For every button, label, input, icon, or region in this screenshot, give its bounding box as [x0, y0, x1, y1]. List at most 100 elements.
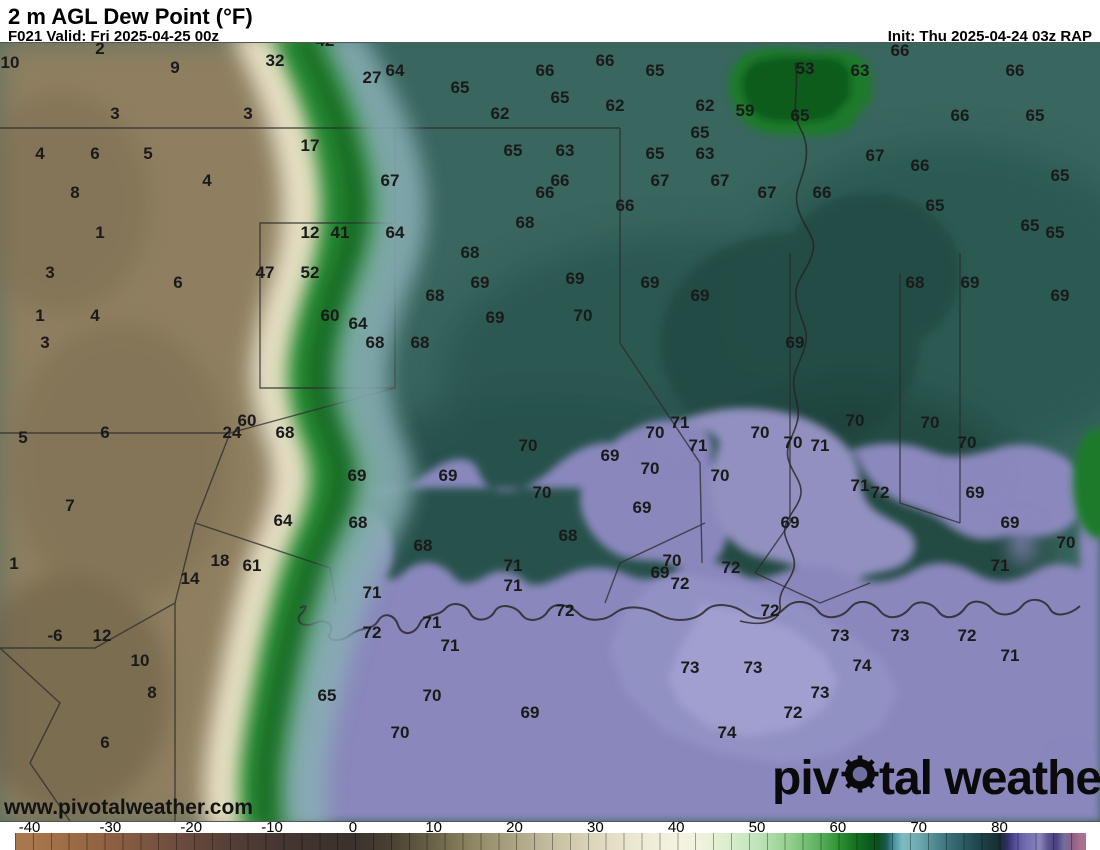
svg-text:3: 3: [110, 104, 119, 123]
svg-text:68: 68: [414, 536, 433, 555]
svg-text:69: 69: [566, 269, 585, 288]
svg-text:68: 68: [411, 333, 430, 352]
svg-text:6: 6: [100, 733, 109, 752]
svg-text:73: 73: [744, 658, 763, 677]
svg-text:65: 65: [1046, 223, 1065, 242]
svg-text:70: 70: [574, 306, 593, 325]
svg-text:71: 71: [689, 436, 708, 455]
svg-text:62: 62: [491, 104, 510, 123]
svg-text:14: 14: [181, 569, 200, 588]
svg-text:69: 69: [1001, 513, 1020, 532]
svg-text:65: 65: [1051, 166, 1070, 185]
svg-text:68: 68: [366, 333, 385, 352]
svg-text:70: 70: [784, 433, 803, 452]
svg-text:70: 70: [663, 551, 682, 570]
svg-text:70: 70: [646, 423, 665, 442]
svg-text:71: 71: [423, 613, 442, 632]
svg-text:27: 27: [363, 68, 382, 87]
svg-text:66: 66: [536, 183, 555, 202]
svg-text:47: 47: [256, 263, 275, 282]
svg-text:3: 3: [40, 333, 49, 352]
svg-text:71: 71: [1001, 646, 1020, 665]
svg-text:72: 72: [556, 601, 575, 620]
svg-text:4: 4: [35, 144, 45, 163]
svg-text:3: 3: [243, 104, 252, 123]
svg-text:65: 65: [691, 123, 710, 142]
svg-text:69: 69: [601, 446, 620, 465]
svg-text:67: 67: [866, 146, 885, 165]
svg-text:17: 17: [301, 136, 320, 155]
svg-text:42: 42: [316, 42, 335, 50]
svg-text:70: 70: [958, 433, 977, 452]
svg-text:71: 71: [363, 583, 382, 602]
svg-text:71: 71: [441, 636, 460, 655]
svg-text:68: 68: [426, 286, 445, 305]
svg-text:72: 72: [784, 703, 803, 722]
svg-text:68: 68: [906, 273, 925, 292]
svg-text:tal weather: tal weather: [879, 752, 1100, 805]
svg-text:65: 65: [504, 141, 523, 160]
svg-text:62: 62: [696, 96, 715, 115]
svg-text:piv: piv: [772, 752, 840, 805]
svg-text:69: 69: [691, 286, 710, 305]
svg-text:12: 12: [301, 223, 320, 242]
svg-text:71: 71: [671, 413, 690, 432]
svg-text:69: 69: [641, 273, 660, 292]
svg-text:72: 72: [871, 483, 890, 502]
svg-text:60: 60: [238, 411, 257, 430]
svg-text:68: 68: [559, 526, 578, 545]
svg-text:1: 1: [95, 223, 104, 242]
svg-text:64: 64: [349, 314, 368, 333]
svg-text:69: 69: [966, 483, 985, 502]
svg-text:73: 73: [891, 626, 910, 645]
svg-text:67: 67: [381, 171, 400, 190]
svg-text:64: 64: [386, 223, 405, 242]
svg-text:1: 1: [35, 306, 44, 325]
svg-text:5: 5: [143, 144, 152, 163]
svg-text:65: 65: [926, 196, 945, 215]
svg-text:69: 69: [786, 333, 805, 352]
svg-text:64: 64: [274, 511, 293, 530]
svg-text:73: 73: [681, 658, 700, 677]
svg-text:74: 74: [718, 723, 737, 742]
svg-text:12: 12: [93, 626, 112, 645]
svg-text:4: 4: [90, 306, 100, 325]
svg-text:52: 52: [301, 263, 320, 282]
svg-text:61: 61: [243, 556, 262, 575]
svg-text:68: 68: [349, 513, 368, 532]
svg-text:4: 4: [202, 171, 212, 190]
svg-text:-6: -6: [47, 626, 62, 645]
svg-text:63: 63: [696, 144, 715, 163]
svg-text:64: 64: [386, 61, 405, 80]
svg-text:68: 68: [461, 243, 480, 262]
svg-text:9: 9: [170, 58, 179, 77]
svg-text:72: 72: [671, 574, 690, 593]
svg-text:67: 67: [711, 171, 730, 190]
svg-text:10: 10: [1, 53, 20, 72]
svg-text:71: 71: [851, 476, 870, 495]
svg-text:5: 5: [18, 428, 27, 447]
svg-text:66: 66: [536, 61, 555, 80]
svg-text:60: 60: [321, 306, 340, 325]
svg-text:69: 69: [521, 703, 540, 722]
svg-text:59: 59: [736, 101, 755, 120]
svg-text:69: 69: [439, 466, 458, 485]
svg-text:66: 66: [1006, 61, 1025, 80]
svg-text:69: 69: [961, 273, 980, 292]
svg-text:62: 62: [606, 96, 625, 115]
svg-text:67: 67: [651, 171, 670, 190]
svg-text:70: 70: [423, 686, 442, 705]
svg-text:41: 41: [331, 223, 350, 242]
svg-text:10: 10: [131, 651, 150, 670]
svg-text:70: 70: [641, 459, 660, 478]
svg-text:63: 63: [556, 141, 575, 160]
svg-text:63: 63: [851, 61, 870, 80]
svg-text:65: 65: [1026, 106, 1045, 125]
svg-text:65: 65: [1021, 216, 1040, 235]
svg-text:18: 18: [211, 551, 230, 570]
svg-text:69: 69: [348, 466, 367, 485]
svg-text:65: 65: [791, 106, 810, 125]
svg-text:70: 70: [711, 466, 730, 485]
svg-text:8: 8: [70, 183, 79, 202]
svg-text:6: 6: [100, 423, 109, 442]
